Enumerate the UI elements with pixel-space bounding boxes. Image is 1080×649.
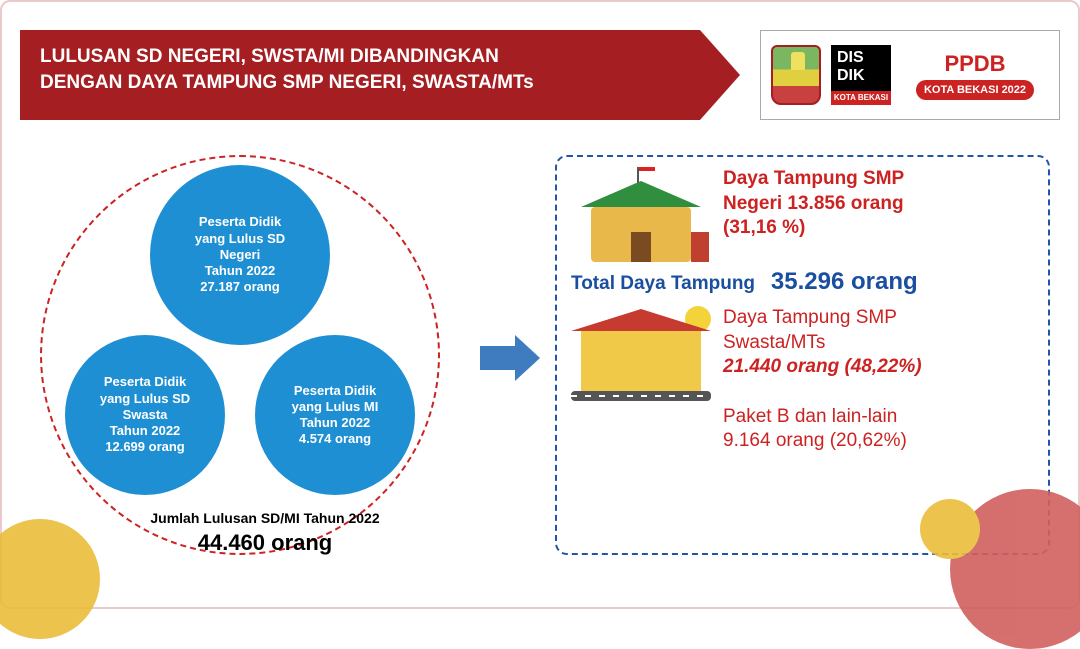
ppdb-box: PPDB KOTA BEKASI 2022 [901, 51, 1049, 100]
smp-negeri-l3: (31,16 %) [723, 216, 904, 241]
venn-summary-label: Jumlah Lulusan SD/MI Tahun 2022 [115, 510, 415, 526]
venn-left-l1: Peserta Didik [104, 374, 186, 390]
venn-right-l1: Peserta Didik [294, 383, 376, 399]
header-arrow-icon [700, 30, 740, 120]
header-brand-box: DIS DIK KOTA BEKASI PPDB KOTA BEKASI 202… [760, 30, 1060, 120]
smp-negeri-l2: Negeri 13.856 orang [723, 192, 904, 217]
paket-b-l2: 9.164 orang (20,62%) [723, 429, 922, 454]
venn-left-l2: yang Lulus SD [100, 391, 190, 407]
row-smp-negeri: Daya Tampung SMP Negeri 13.856 orang (31… [571, 167, 1034, 262]
venn-right-l4: 4.574 orang [299, 431, 371, 447]
disdik-bar: KOTA BEKASI [831, 91, 891, 105]
venn-summary-value: 44.460 orang [115, 530, 415, 556]
smp-swasta-l3: 21.440 orang (48,22%) [723, 355, 922, 380]
header-title: LULUSAN SD NEGERI, SWSTA/MI DIBANDINGKAN… [40, 44, 680, 95]
disdik-text-top: DIS [837, 49, 864, 67]
paket-b-l1: Paket B dan lain-lain [723, 405, 922, 430]
venn-right-l2: yang Lulus MI [292, 399, 379, 415]
total-capacity: Total Daya Tampung 35.296 orang [571, 268, 1034, 296]
venn-top-l5: 27.187 orang [200, 279, 280, 295]
ppdb-title: PPDB [901, 51, 1049, 77]
capacity-panel: Daya Tampung SMP Negeri 13.856 orang (31… [555, 155, 1050, 555]
venn-top-l1: Peserta Didik [199, 214, 281, 230]
venn-left-l3: Swasta [123, 407, 168, 423]
venn-circle-sd-swasta: Peserta Didik yang Lulus SD Swasta Tahun… [65, 335, 225, 495]
decor-blob-right-icon [950, 489, 1080, 649]
row-smp-swasta: Daya Tampung SMP Swasta/MTs 21.440 orang… [571, 306, 1034, 454]
venn-diagram: Peserta Didik yang Lulus SD Negeri Tahun… [40, 155, 470, 535]
disdik-logo-icon: DIS DIK KOTA BEKASI [831, 45, 891, 105]
venn-left-l5: 12.699 orang [105, 439, 185, 455]
venn-circle-sd-negeri: Peserta Didik yang Lulus SD Negeri Tahun… [150, 165, 330, 345]
school-yellow-icon [571, 306, 711, 401]
venn-top-l2: yang Lulus SD [195, 231, 285, 247]
smp-negeri-l1: Daya Tampung SMP [723, 167, 904, 192]
smp-negeri-text: Daya Tampung SMP Negeri 13.856 orang (31… [723, 167, 904, 241]
header-banner: LULUSAN SD NEGERI, SWSTA/MI DIBANDINGKAN… [20, 30, 700, 120]
venn-right-l3: Tahun 2022 [300, 415, 371, 431]
total-label: Total Daya Tampung [571, 273, 755, 294]
venn-top-l4: Tahun 2022 [205, 263, 276, 279]
venn-left-l4: Tahun 2022 [110, 423, 181, 439]
disdik-text-bottom: DIK [837, 67, 865, 85]
school-green-icon [571, 167, 711, 262]
venn-circle-mi: Peserta Didik yang Lulus MI Tahun 2022 4… [255, 335, 415, 495]
flow-arrow-icon [480, 335, 540, 381]
smp-swasta-l1: Daya Tampung SMP [723, 306, 922, 331]
ppdb-badge: KOTA BEKASI 2022 [916, 80, 1034, 100]
venn-top-l3: Negeri [220, 247, 260, 263]
smp-swasta-l2: Swasta/MTs [723, 331, 922, 356]
total-value: 35.296 orang [771, 268, 918, 295]
smp-swasta-text: Daya Tampung SMP Swasta/MTs 21.440 orang… [723, 306, 922, 454]
city-crest-icon [771, 45, 821, 105]
